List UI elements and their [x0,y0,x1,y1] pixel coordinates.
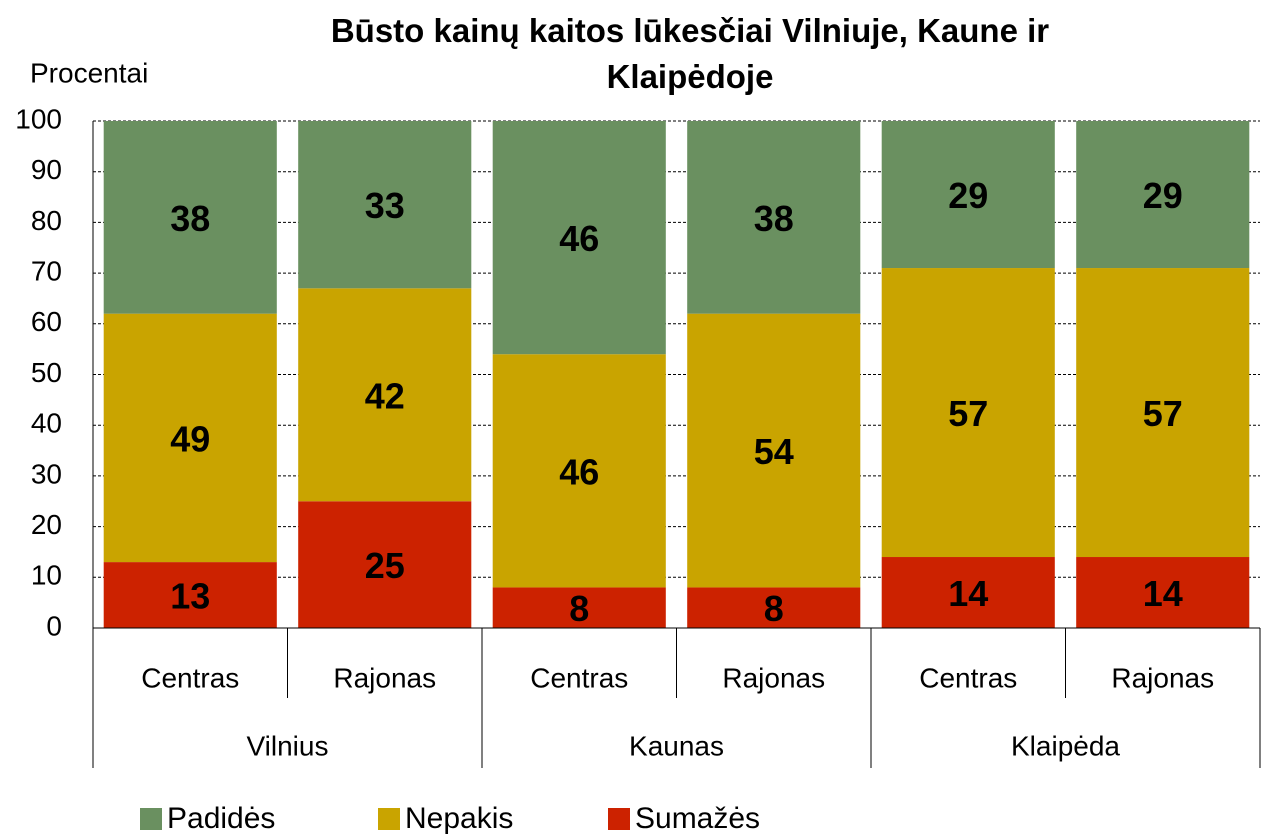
value-label: 14 [948,573,988,614]
value-label: 25 [365,545,405,586]
legend-swatch [608,808,630,830]
x-tick-label: Rajonas [722,662,825,693]
group-label: Kaunas [629,730,724,761]
value-label: 14 [1143,573,1183,614]
y-tick-label: 20 [31,509,62,540]
bar-segment [881,268,1055,558]
legend-swatch [378,808,400,830]
bar-segment [298,501,472,628]
value-label: 54 [754,431,794,472]
x-tick-label: Centras [141,662,239,693]
y-tick-label: 50 [31,357,62,388]
group-label: Vilnius [247,730,329,761]
group-label: Klaipėda [1011,730,1120,761]
value-label: 8 [569,588,589,629]
legend-label: Nepakis [405,802,513,835]
y-axis-label: Procentai [30,57,148,88]
y-tick-label: 100 [15,103,62,134]
bar-segment [687,587,861,628]
y-tick-label: 10 [31,560,62,591]
bar-segment [298,288,472,502]
legend-swatch [140,808,162,830]
y-tick-label: 60 [31,306,62,337]
value-label: 42 [365,375,405,416]
bar-segment [492,587,666,628]
bar-segment [103,121,277,314]
value-label: 46 [559,218,599,259]
legend-label: Sumažės [635,802,760,835]
bar-segment [687,313,861,588]
x-tick-label: Rajonas [1111,662,1214,693]
value-label: 38 [170,198,210,239]
bar-segment [492,121,666,355]
bar-segment [492,354,666,588]
bar-segment [298,121,472,289]
value-label: 29 [1143,175,1183,216]
y-tick-label: 30 [31,458,62,489]
value-label: 57 [1143,393,1183,434]
bar-segment [687,121,861,314]
y-tick-label: 90 [31,154,62,185]
value-label: 38 [754,198,794,239]
bar-segment [103,562,277,628]
y-tick-label: 0 [46,610,62,641]
y-tick-label: 80 [31,205,62,236]
value-label: 29 [948,175,988,216]
bar-segment [103,313,277,563]
bar-segment [1076,121,1250,269]
x-tick-label: Centras [919,662,1017,693]
bar-segment [1076,268,1250,558]
y-tick-label: 40 [31,408,62,439]
chart-title: Būsto kainų kaitos lūkesčiai Vilniuje, K… [330,12,1050,95]
bar-segment [1076,557,1250,628]
x-tick-label: Rajonas [333,662,436,693]
value-label: 8 [764,588,784,629]
legend-label: Padidės [167,802,275,835]
bar-segment [881,557,1055,628]
value-label: 49 [170,418,210,459]
value-label: 13 [170,576,210,617]
x-tick-label: Centras [530,662,628,693]
value-label: 46 [559,451,599,492]
y-tick-label: 70 [31,255,62,286]
value-label: 33 [365,185,405,226]
value-label: 57 [948,393,988,434]
bar-segment [881,121,1055,269]
